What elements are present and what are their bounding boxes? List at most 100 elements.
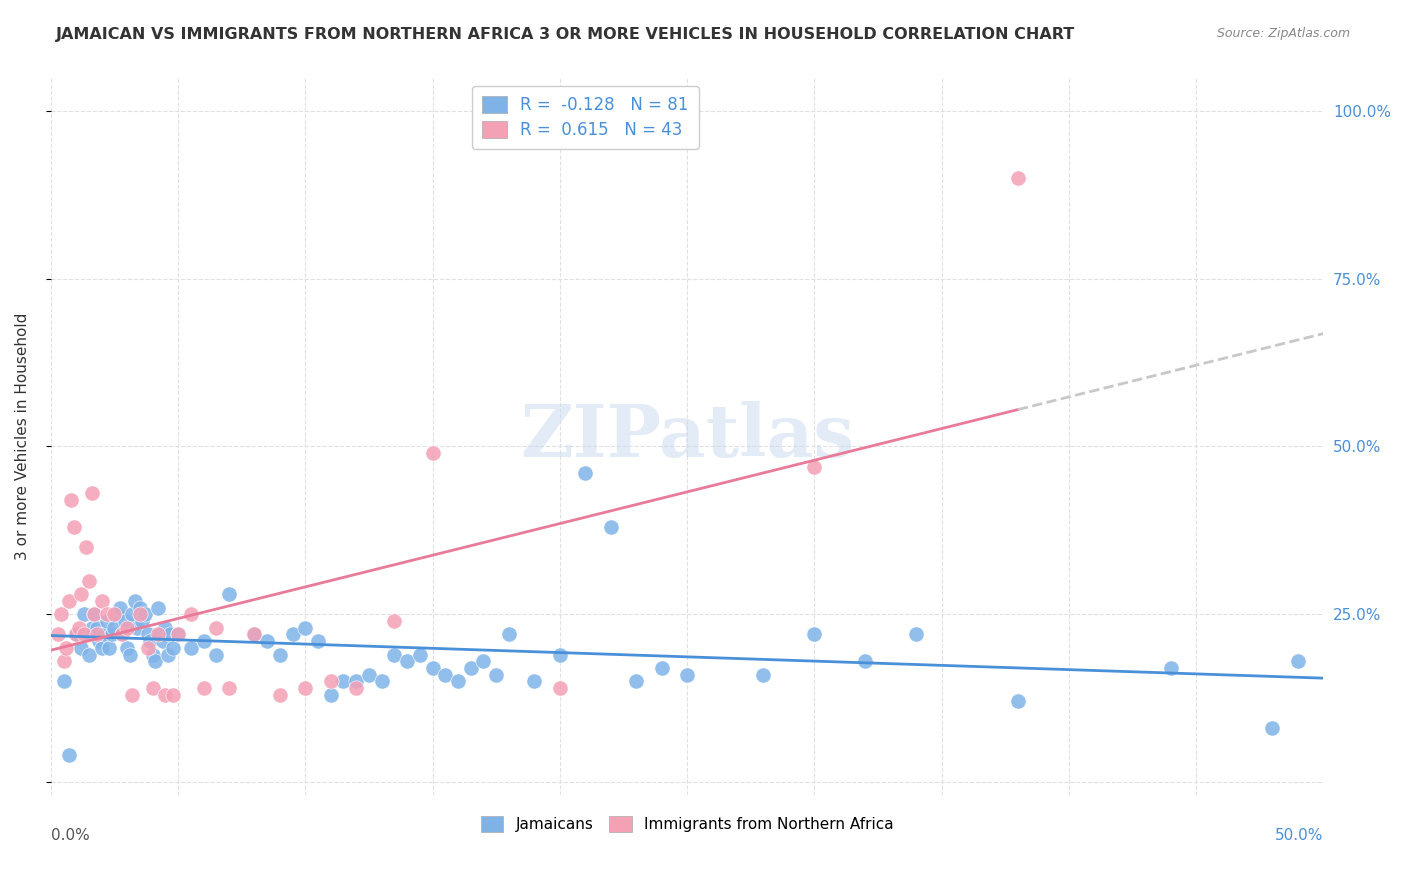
Point xyxy=(48,627,70,641)
Point xyxy=(307,634,329,648)
Point xyxy=(111,627,134,641)
Point xyxy=(422,661,444,675)
Point xyxy=(55,640,77,655)
Point xyxy=(86,627,108,641)
Point xyxy=(58,748,80,763)
Point xyxy=(752,667,775,681)
Point xyxy=(155,688,177,702)
Point xyxy=(152,634,174,648)
Point xyxy=(651,661,673,675)
Point xyxy=(124,594,146,608)
Point xyxy=(67,621,90,635)
Point xyxy=(108,600,131,615)
Point xyxy=(162,640,184,655)
Point xyxy=(96,607,118,622)
Point xyxy=(114,614,136,628)
Point xyxy=(80,621,103,635)
Point xyxy=(599,520,621,534)
Point xyxy=(115,621,138,635)
Point xyxy=(396,654,419,668)
Point xyxy=(111,627,134,641)
Point xyxy=(70,587,93,601)
Point xyxy=(65,627,87,641)
Point xyxy=(103,621,125,635)
Point xyxy=(62,520,84,534)
Point xyxy=(344,674,367,689)
Point xyxy=(485,667,508,681)
Text: JAMAICAN VS IMMIGRANTS FROM NORTHERN AFRICA 3 OR MORE VEHICLES IN HOUSEHOLD CORR: JAMAICAN VS IMMIGRANTS FROM NORTHERN AFR… xyxy=(56,27,1076,42)
Point xyxy=(676,667,699,681)
Point xyxy=(146,600,169,615)
Point xyxy=(73,627,96,641)
Point xyxy=(1007,694,1029,708)
Point xyxy=(498,627,520,641)
Point xyxy=(86,621,108,635)
Y-axis label: 3 or more Vehicles in Household: 3 or more Vehicles in Household xyxy=(15,313,30,560)
Point xyxy=(129,607,152,622)
Point xyxy=(281,627,304,641)
Point xyxy=(319,688,342,702)
Point xyxy=(332,674,354,689)
Point xyxy=(65,627,87,641)
Point xyxy=(162,688,184,702)
Point xyxy=(167,627,190,641)
Point xyxy=(75,540,97,554)
Point xyxy=(134,607,156,622)
Legend: Jamaicans, Immigrants from Northern Africa: Jamaicans, Immigrants from Northern Afri… xyxy=(474,810,900,838)
Point xyxy=(156,648,179,662)
Point xyxy=(58,594,80,608)
Point xyxy=(139,634,162,648)
Text: ZIPatlas: ZIPatlas xyxy=(520,401,853,472)
Point xyxy=(434,667,457,681)
Point xyxy=(344,681,367,695)
Point xyxy=(142,648,165,662)
Point xyxy=(70,640,93,655)
Point xyxy=(256,634,278,648)
Point xyxy=(142,681,165,695)
Point xyxy=(205,621,228,635)
Point xyxy=(131,614,153,628)
Point xyxy=(205,648,228,662)
Point xyxy=(73,607,96,622)
Point xyxy=(143,654,166,668)
Point xyxy=(136,640,159,655)
Point xyxy=(193,634,215,648)
Point xyxy=(269,648,291,662)
Point xyxy=(159,627,181,641)
Point xyxy=(460,661,482,675)
Point xyxy=(101,627,124,641)
Point xyxy=(1160,661,1182,675)
Text: 0.0%: 0.0% xyxy=(51,828,90,843)
Point xyxy=(193,681,215,695)
Point xyxy=(624,674,647,689)
Point xyxy=(523,674,546,689)
Point xyxy=(49,607,72,622)
Point xyxy=(294,621,316,635)
Point xyxy=(93,627,115,641)
Point xyxy=(218,587,240,601)
Point xyxy=(180,607,202,622)
Point xyxy=(243,627,266,641)
Point xyxy=(103,607,125,622)
Point xyxy=(77,574,100,588)
Point xyxy=(447,674,470,689)
Point xyxy=(1286,654,1309,668)
Point xyxy=(149,627,172,641)
Point xyxy=(357,667,380,681)
Point xyxy=(105,607,128,622)
Point xyxy=(121,688,143,702)
Point xyxy=(180,640,202,655)
Point xyxy=(77,648,100,662)
Point xyxy=(80,486,103,500)
Point xyxy=(52,674,75,689)
Point xyxy=(269,688,291,702)
Point xyxy=(218,681,240,695)
Point xyxy=(905,627,928,641)
Point xyxy=(136,627,159,641)
Point xyxy=(319,674,342,689)
Text: 50.0%: 50.0% xyxy=(1275,828,1323,843)
Point xyxy=(574,467,596,481)
Point xyxy=(96,614,118,628)
Point xyxy=(75,627,97,641)
Point xyxy=(98,640,121,655)
